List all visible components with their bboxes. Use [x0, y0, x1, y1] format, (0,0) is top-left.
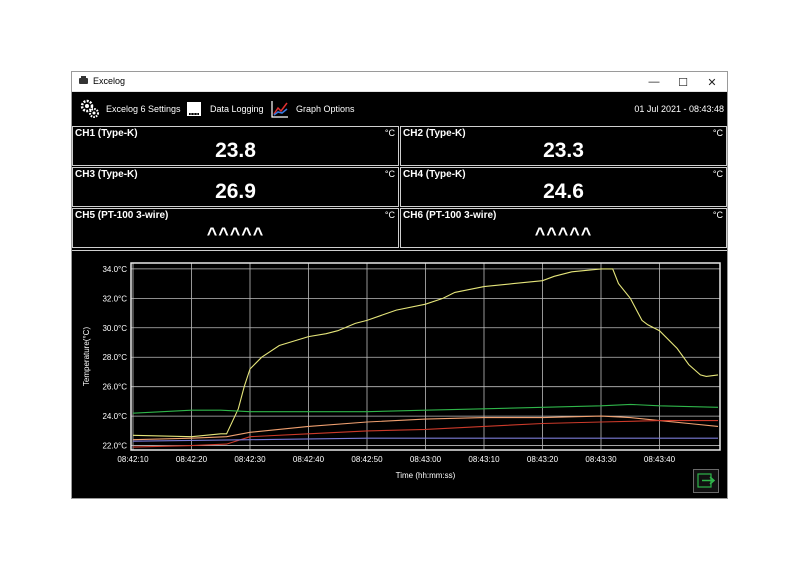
gears-icon: [80, 99, 99, 118]
x-tick-label: 08:42:10: [117, 455, 149, 464]
y-tick-label: 28.0°C: [102, 353, 127, 362]
series-line-3: [132, 415, 719, 441]
x-tick-label: 08:43:00: [410, 455, 442, 464]
settings-label: Excelog 6 Settings: [106, 104, 181, 114]
channel-unit: °C: [712, 169, 723, 179]
app-window: Excelog — ☐ ✕ Excelog 6 Settings Data Lo…: [71, 71, 728, 499]
x-tick-label: 08:42:50: [351, 455, 383, 464]
app-icon: [79, 76, 88, 84]
chart-series: [132, 268, 719, 448]
plot-frame: [130, 262, 721, 451]
temperature-graph[interactable]: 08:42:10 08:42:20 08:42:30 08:42:40 08:42:50…: [72, 250, 727, 498]
channel-value: 23.3: [543, 139, 584, 162]
x-tick-label: 08:43:20: [527, 455, 559, 464]
channel-unit: °C: [712, 210, 723, 220]
channel-value: 24.6: [543, 180, 584, 203]
y-tick-label: 30.0°C: [102, 324, 127, 333]
channel-panel-ch3: CH3 (Type-K) °C 26.9: [72, 167, 399, 207]
x-tick-label: 08:42:40: [293, 455, 325, 464]
channel-value: ^^^^^: [534, 224, 593, 244]
channel-panel-ch2: CH2 (Type-K) °C 23.3: [400, 126, 727, 166]
close-button[interactable]: ✕: [707, 76, 717, 89]
export-button[interactable]: [693, 469, 719, 493]
x-tick-label: 08:43:10: [468, 455, 500, 464]
channel-label: CH2 (Type-K): [403, 128, 466, 139]
channel-panel-ch5: CH5 (PT-100 3-wire) °C ^^^^^: [72, 208, 399, 248]
channel-label: CH3 (Type-K): [75, 169, 138, 180]
y-axis-label: Temperature(°C): [82, 327, 91, 387]
settings-button[interactable]: Excelog 6 Settings: [80, 92, 181, 126]
data-logging-label: Data Logging: [210, 104, 264, 114]
y-tick-label: 22.0°C: [102, 442, 127, 451]
channel-panel-ch4: CH4 (Type-K) °C 24.6: [400, 167, 727, 207]
chart-grid: [131, 263, 720, 450]
graph-options-label: Graph Options: [296, 104, 355, 114]
toolbar: Excelog 6 Settings Data Logging Graph Op…: [72, 92, 727, 126]
y-tick-label: 32.0°C: [102, 294, 127, 303]
title-bar: Excelog — ☐ ✕: [72, 72, 727, 92]
x-axis-label: Time (hh:mm:ss): [396, 471, 456, 480]
chart-ticks: 08:42:10 08:42:20 08:42:30 08:42:40 08:42:50…: [102, 265, 675, 464]
channel-label: CH6 (PT-100 3-wire): [403, 210, 497, 221]
series-line-4: [132, 420, 718, 448]
channel-unit: °C: [384, 128, 395, 138]
export-arrow-icon: [697, 473, 716, 488]
channel-label: CH4 (Type-K): [403, 169, 466, 180]
channel-unit: °C: [384, 210, 395, 220]
channel-panel-ch6: CH6 (PT-100 3-wire) °C ^^^^^: [400, 208, 727, 248]
maximize-button[interactable]: ☐: [678, 76, 688, 89]
y-tick-label: 24.0°C: [102, 412, 127, 421]
line-graph-icon: [271, 101, 288, 118]
channel-unit: °C: [712, 128, 723, 138]
series-line-1: [132, 268, 719, 438]
minimize-button[interactable]: —: [648, 76, 660, 88]
x-tick-label: 08:43:30: [585, 455, 617, 464]
x-tick-label: 08:42:20: [176, 455, 208, 464]
channel-label: CH5 (PT-100 3-wire): [75, 210, 169, 221]
graph-options-button[interactable]: Graph Options: [270, 92, 355, 126]
x-tick-label: 08:42:30: [234, 455, 266, 464]
channel-value: ^^^^^: [206, 224, 265, 244]
channel-label: CH1 (Type-K): [75, 128, 138, 139]
x-tick-label: 08:43:40: [644, 455, 676, 464]
window-title: Excelog: [93, 76, 126, 86]
y-tick-label: 34.0°C: [102, 265, 127, 274]
series-line-2: [132, 403, 719, 414]
series-line-5: [132, 437, 718, 442]
channel-value: 26.9: [215, 180, 256, 203]
data-logging-button[interactable]: Data Logging: [184, 92, 264, 126]
current-datetime: 01 Jul 2021 - 08:43:48: [634, 104, 724, 114]
chart-svg: 08:42:10 08:42:20 08:42:30 08:42:40 08:42:50…: [82, 262, 721, 480]
channel-panel-ch1: CH1 (Type-K) °C 23.8: [72, 126, 399, 166]
data-logger-icon: [187, 102, 201, 116]
channel-unit: °C: [384, 169, 395, 179]
y-tick-label: 26.0°C: [102, 383, 127, 392]
channel-value: 23.8: [215, 139, 256, 162]
